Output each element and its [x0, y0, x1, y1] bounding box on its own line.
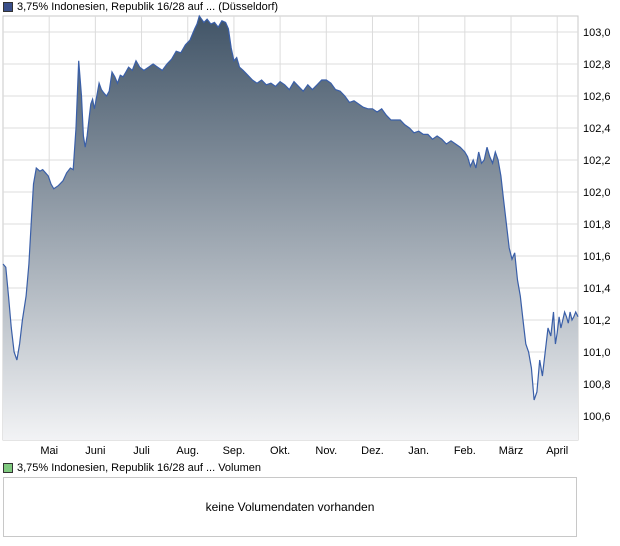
y-tick-label: 101,2 — [583, 315, 611, 327]
price-chart: 100,6 100,8 101,0 101,2 101,4 101,6 101,8 102,0… — [2, 14, 611, 457]
x-tick-label: Sep. — [223, 445, 246, 457]
y-axis: 100,6 100,8 101,0 101,2 101,4 101,6 101,8 102,0… — [583, 27, 611, 423]
x-tick-label: Jan. — [408, 445, 429, 457]
x-tick-label: Dez. — [361, 445, 384, 457]
x-tick-label: Juni — [85, 445, 105, 457]
y-tick-label: 101,0 — [583, 347, 611, 359]
y-tick-label: 102,8 — [583, 59, 611, 71]
y-tick-label: 102,6 — [583, 91, 611, 103]
x-tick-label: Mai — [40, 445, 58, 457]
price-legend-label: 3,75% Indonesien, Republik 16/28 auf ...… — [17, 1, 279, 13]
y-tick-label: 102,4 — [583, 123, 611, 135]
price-legend-swatch — [3, 2, 13, 12]
x-tick-label: Juli — [133, 445, 150, 457]
x-tick-label: Nov. — [315, 445, 337, 457]
x-tick-label: April — [546, 445, 568, 457]
y-tick-label: 100,8 — [583, 379, 611, 391]
price-area — [3, 16, 578, 440]
volume-panel: keine Volumendaten vorhanden — [3, 477, 577, 537]
x-tick-label: März — [499, 445, 523, 457]
y-tick-label: 101,4 — [583, 283, 611, 295]
no-volume-message: keine Volumendaten vorhanden — [205, 500, 375, 514]
y-tick-label: 101,6 — [583, 251, 611, 263]
x-tick-label: Aug. — [176, 445, 199, 457]
y-tick-label: 102,0 — [583, 187, 611, 199]
volume-legend-label: 3,75% Indonesien, Republik 16/28 auf ...… — [17, 462, 262, 474]
volume-legend: 3,75% Indonesien, Republik 16/28 auf ...… — [3, 461, 261, 475]
x-tick-label: Feb. — [454, 445, 476, 457]
price-legend: 3,75% Indonesien, Republik 16/28 auf ...… — [3, 0, 278, 14]
volume-legend-swatch — [3, 463, 13, 473]
y-tick-label: 100,6 — [583, 411, 611, 423]
y-tick-label: 102,2 — [583, 155, 611, 167]
price-line — [2, 14, 579, 401]
x-tick-label: Okt. — [270, 445, 290, 457]
y-tick-label: 103,0 — [583, 27, 611, 39]
x-axis: Mai Juni Juli Aug. Sep. Okt. Nov. Dez. Jan. Feb. M… — [40, 445, 568, 457]
y-tick-label: 101,8 — [583, 219, 611, 231]
